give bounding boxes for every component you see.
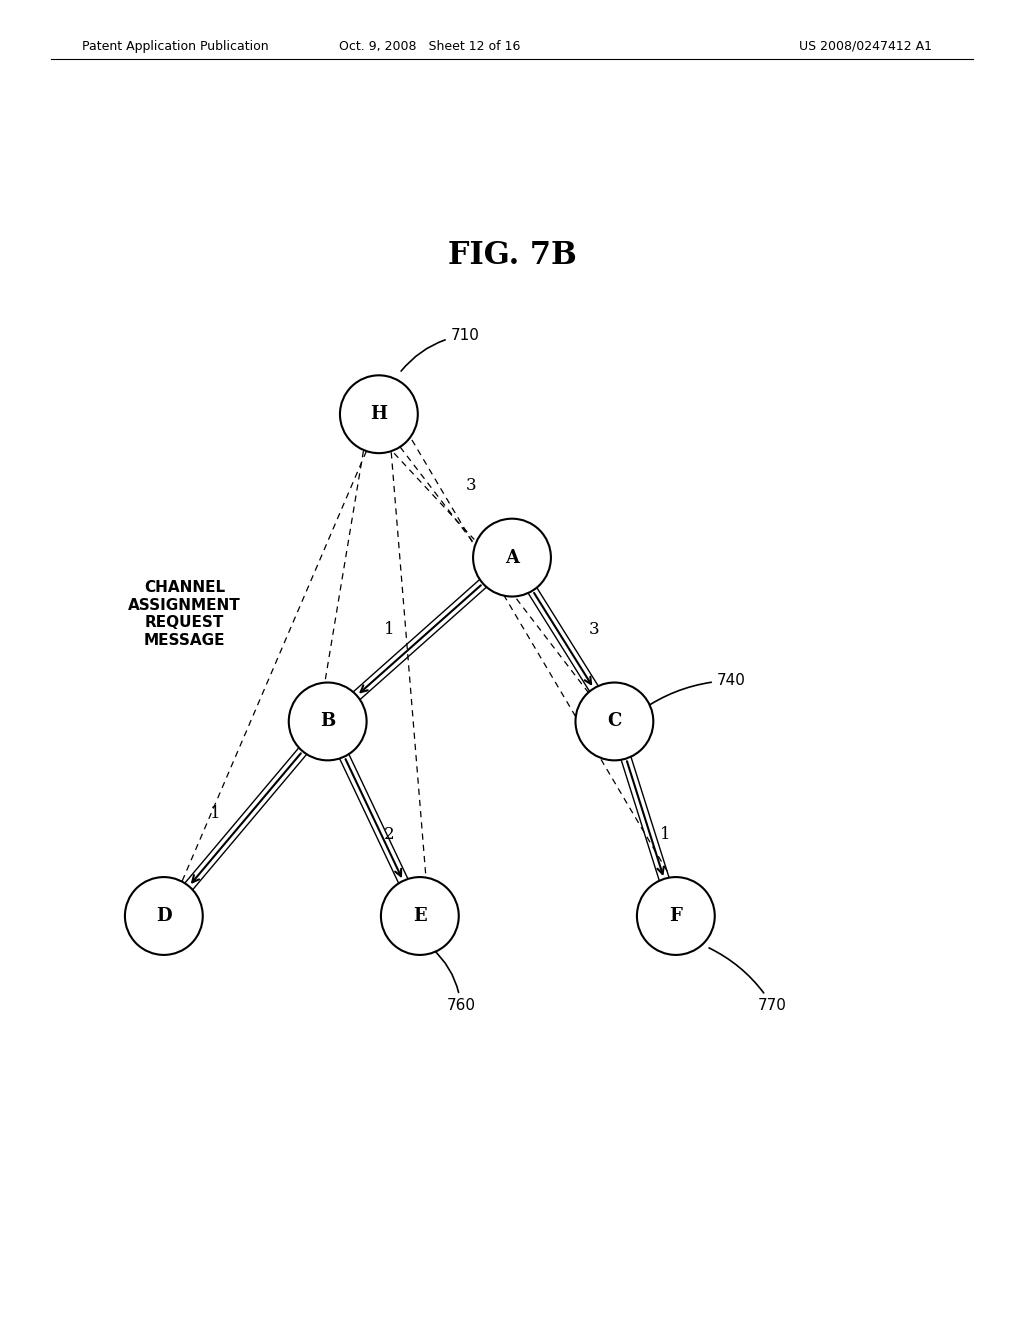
Text: B: B [321,713,335,730]
Circle shape [637,876,715,954]
Circle shape [340,375,418,453]
Text: US 2008/0247412 A1: US 2008/0247412 A1 [799,40,932,53]
Text: 2: 2 [384,825,394,842]
Text: H: H [371,405,387,424]
Text: CHANNEL
ASSIGNMENT
REQUEST
MESSAGE: CHANNEL ASSIGNMENT REQUEST MESSAGE [128,581,241,648]
Text: 3: 3 [466,478,476,495]
Text: F: F [670,907,682,925]
Circle shape [575,682,653,760]
Text: Patent Application Publication: Patent Application Publication [82,40,268,53]
Text: 760: 760 [432,949,475,1012]
Circle shape [381,876,459,954]
Text: 3: 3 [589,620,599,638]
Text: D: D [156,907,172,925]
Text: C: C [607,713,622,730]
Text: 1: 1 [384,620,394,638]
Circle shape [125,876,203,954]
Text: FIG. 7B: FIG. 7B [447,240,577,271]
Text: 740: 740 [642,673,745,710]
Text: 1: 1 [660,825,671,842]
Text: 770: 770 [709,948,786,1012]
Text: 710: 710 [401,327,479,371]
Circle shape [289,682,367,760]
Text: Oct. 9, 2008   Sheet 12 of 16: Oct. 9, 2008 Sheet 12 of 16 [339,40,521,53]
Text: 1: 1 [210,805,220,822]
Text: A: A [505,549,519,566]
Circle shape [473,519,551,597]
Text: E: E [413,907,427,925]
